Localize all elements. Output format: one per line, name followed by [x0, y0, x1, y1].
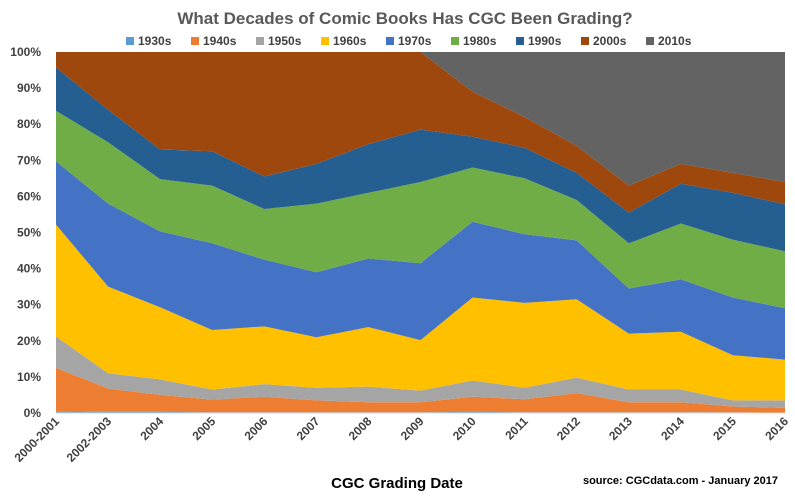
area-2010s [56, 52, 785, 186]
y-tick-label: 70% [17, 153, 41, 167]
area-1940s [56, 367, 785, 413]
x-tick-label: 2014 [658, 414, 687, 443]
x-tick-label: 2011 [502, 414, 531, 443]
area-2000s [56, 52, 785, 213]
legend-label-2000s: 2000s [593, 34, 627, 48]
y-tick-label: 60% [17, 189, 41, 203]
legend-swatch-1950s [256, 37, 264, 45]
x-tick-label: 2002-2003 [64, 414, 115, 465]
legend-label-1930s: 1930s [138, 34, 172, 48]
legend-swatch-1970s [386, 37, 394, 45]
legend-label-1960s: 1960s [333, 34, 367, 48]
y-tick-label: 90% [17, 81, 41, 95]
source-note: source: CGCdata.com - January 2017 [583, 475, 778, 487]
legend-label-1940s: 1940s [203, 34, 237, 48]
x-tick-label: 2004 [137, 414, 166, 443]
x-tick-label: 2006 [242, 414, 271, 443]
y-tick-label: 0% [24, 406, 42, 420]
y-tick-label: 80% [17, 117, 41, 131]
area-1950s [56, 336, 785, 408]
area-1990s [56, 67, 785, 252]
legend-label-1970s: 1970s [398, 34, 432, 48]
legend: 1930s 1940s 1950s 1960s 1970s 1980s 1990s 2000s… [126, 34, 692, 48]
x-tick-label: 2000-2001 [12, 414, 63, 465]
chart-title: What Decades of Comic Books Has CGC Been… [177, 9, 632, 28]
x-tick-label: 2015 [710, 414, 739, 443]
y-axis: 0% 10% 20% 30% 40% 50% 60% 70% 80% 90% 100% [10, 45, 41, 420]
x-tick-label: 2007 [294, 414, 323, 443]
legend-swatch-2010s [646, 37, 654, 45]
legend-label-1980s: 1980s [463, 34, 497, 48]
legend-swatch-2000s [581, 37, 589, 45]
x-tick-label: 2016 [762, 414, 791, 443]
x-tick-label: 2010 [450, 414, 479, 443]
legend-label-2010s: 2010s [658, 34, 692, 48]
x-tick-label: 2013 [606, 414, 635, 443]
y-tick-label: 20% [17, 334, 41, 348]
area-1970s [56, 161, 785, 360]
legend-swatch-1930s [126, 37, 134, 45]
y-tick-label: 30% [17, 298, 41, 312]
legend-swatch-1940s [191, 37, 199, 45]
x-tick-label: 2012 [554, 414, 583, 443]
y-tick-label: 10% [17, 370, 41, 384]
y-tick-label: 100% [10, 45, 41, 59]
legend-label-1990s: 1990s [528, 34, 562, 48]
y-tick-label: 50% [17, 226, 41, 240]
x-tick-label: 2008 [346, 414, 375, 443]
area-1980s [56, 110, 785, 309]
y-tick-label: 40% [17, 262, 41, 276]
legend-swatch-1980s [451, 37, 459, 45]
legend-label-1950s: 1950s [268, 34, 302, 48]
x-axis: 2000-2001 2002-2003 2004 2005 2006 2007 2008 20… [12, 414, 792, 465]
x-tick-label: 2009 [398, 414, 427, 443]
x-tick-label: 2005 [190, 414, 219, 443]
legend-swatch-1960s [321, 37, 329, 45]
legend-swatch-1990s [516, 37, 524, 45]
area-1960s [56, 224, 785, 401]
plot-areas [56, 52, 785, 413]
x-axis-label: CGC Grading Date [331, 475, 463, 492]
